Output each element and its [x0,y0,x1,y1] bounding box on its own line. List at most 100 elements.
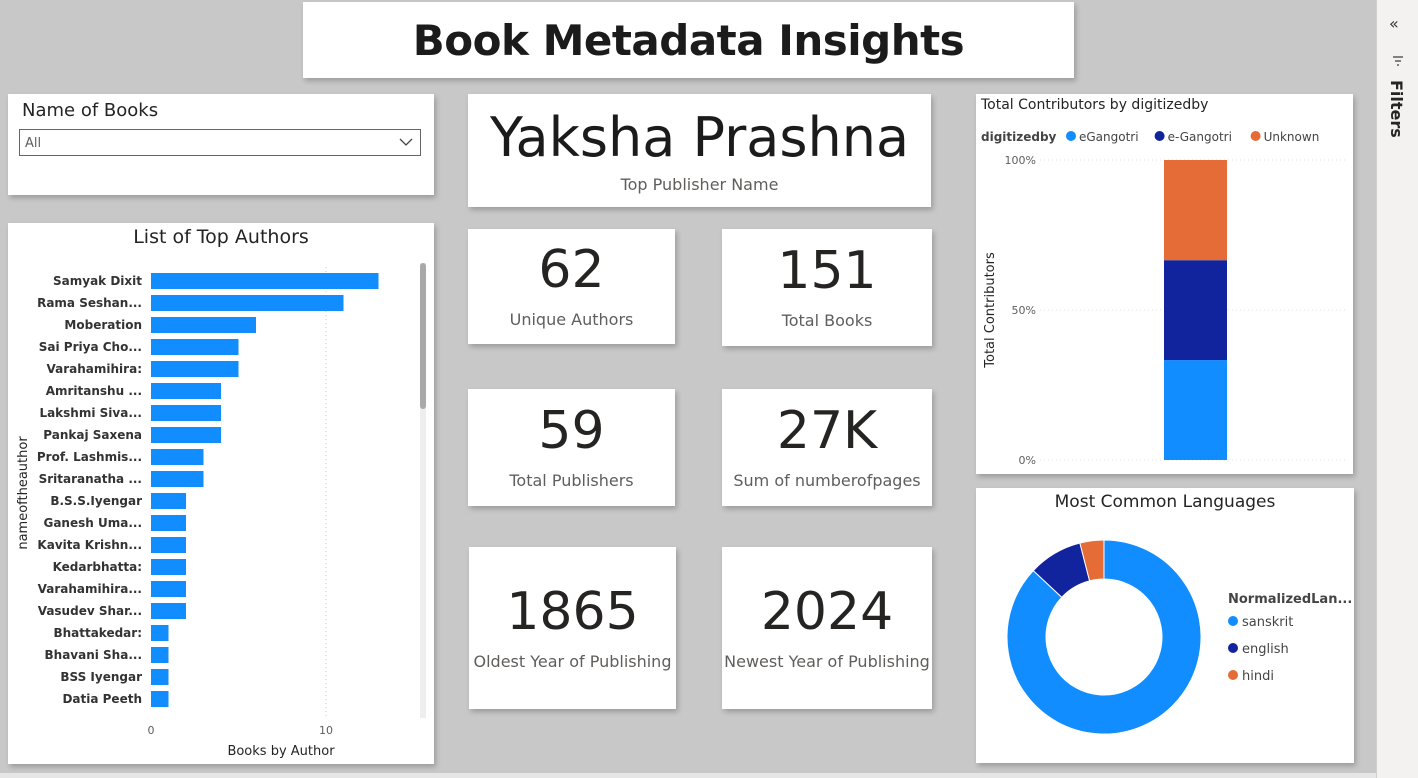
author-bar [151,361,239,377]
author-tick-label: Rama Seshan... [37,296,142,310]
legend-marker [1250,131,1261,141]
author-bar [151,317,256,333]
author-tick-label: Ganesh Uma... [43,516,142,530]
dashboard-title: Book Metadata Insights [412,15,965,65]
legend-marker [1228,616,1238,626]
legend-marker [1066,131,1076,141]
unique-authors-label: Unique Authors [509,310,634,329]
dropdown-value: All [25,136,42,151]
author-tick-label: Lakshmi Siva... [39,406,142,420]
author-bar [151,537,186,553]
newest-year-label: Newest Year of Publishing [724,651,930,671]
x-tick-label: 0 [148,724,155,737]
legend-label: e-Gangotri [1168,130,1232,144]
author-bar [151,383,221,399]
y-tick-label: 50% [1012,304,1036,317]
legend-title: NormalizedLan... [1228,592,1352,607]
top-authors-chart[interactable]: List of Top Authors Samyak Dixit Rama Ses… [8,223,434,764]
filter-icon [1393,56,1403,66]
books-slicer: Name of Books All [8,94,434,195]
filters-pane[interactable]: « Filters [1376,0,1418,778]
author-bar [151,493,186,509]
sum-pages-card: 27K Sum of numberofpages [722,389,932,506]
author-tick-label: Prof. Lashmis... [37,450,142,464]
author-bar [151,405,221,421]
contributors-stacked-bar: Total Contributors by digitizedby digitiz… [980,97,1346,467]
languages-chart[interactable]: Most Common Languages NormalizedLan... san… [976,488,1354,763]
total-publishers-card: 59 Total Publishers [468,389,675,506]
author-bar [151,581,186,597]
legend-marker [1228,670,1238,680]
contributors-chart-title: Total Contributors by digitizedby [980,97,1208,113]
oldest-year-value: 1865 [506,581,639,642]
unique-authors-value: 62 [538,240,605,300]
authors-scrollbar[interactable] [420,263,426,409]
sum-pages-value: 27K [776,401,878,461]
author-tick-label: Pankaj Saxena [43,428,142,442]
total-publishers-label: Total Publishers [509,471,634,490]
author-tick-label: Samyak Dixit [53,274,142,288]
books-dropdown[interactable]: All [19,129,421,156]
legend-marker [1228,643,1238,653]
author-tick-label: Amritanshu ... [46,384,142,398]
filters-pane-label: Filters [1387,80,1406,138]
total-books-card: 151 Total Books [722,229,932,346]
author-tick-label: Sritaranatha ... [39,472,142,486]
total-publishers-value: 59 [538,401,605,461]
author-bar [151,427,221,443]
top-publisher-label: Top Publisher Name [620,175,779,194]
y-axis-title: nameoftheauthor [16,436,31,550]
legend-marker [1154,131,1165,141]
donut-slice [1079,539,1105,582]
author-tick-label: Varahamihira... [38,582,142,596]
languages-chart-title: Most Common Languages [1055,492,1276,512]
x-tick-label: 10 [319,724,333,737]
sum-pages-label: Sum of numberofpages [733,471,921,490]
author-tick-label: Bhattakedar: [53,626,142,640]
authors-chart-title: List of Top Authors [133,226,309,248]
newest-year-card: 2024 Newest Year of Publishing [722,547,932,709]
author-bar [151,471,204,487]
author-bar [151,647,169,663]
unique-authors-card: 62 Unique Authors [468,229,675,344]
legend-label: Unknown [1264,130,1320,144]
top-publisher-value: Yaksha Prashna [489,106,910,169]
author-tick-label: Varahamihira: [47,362,142,376]
bottom-border [0,773,1376,778]
oldest-year-card: 1865 Oldest Year of Publishing [469,547,676,709]
author-bar [151,295,344,311]
stacked-bar-segment [1164,360,1227,460]
authors-scroll-track[interactable] [420,263,426,718]
top-publisher-card: Yaksha Prashna Top Publisher Name [468,94,931,207]
dashboard-title-card: Book Metadata Insights [303,2,1074,78]
newest-year-value: 2024 [760,581,894,642]
y-tick-label: 0% [1019,454,1036,467]
author-bar [151,669,169,685]
author-tick-label: Sai Priya Cho... [39,340,142,354]
author-bar [151,339,239,355]
author-bar [151,559,186,575]
stacked-bar-segment [1164,260,1227,361]
author-tick-label: Kavita Krishn... [37,538,142,552]
y-tick-label: 100% [1005,154,1036,167]
author-bar [151,603,186,619]
legend-label: sanskrit [1242,615,1293,630]
author-bar [151,273,379,289]
author-tick-label: Bhavani Sha... [45,648,143,662]
author-tick-label: B.S.S.Iyengar [50,494,142,508]
author-bar [151,691,169,707]
author-tick-label: Moberation [64,318,142,332]
author-tick-label: BSS Iyengar [60,670,142,684]
total-books-label: Total Books [781,311,873,330]
contributors-chart[interactable]: Total Contributors by digitizedby digitiz… [976,94,1353,474]
legend-label: eGangotri [1079,130,1139,144]
donut-slice [1006,539,1202,735]
languages-donut-chart: Most Common Languages NormalizedLan... san… [1006,492,1352,735]
legend-title: digitizedby [981,130,1057,144]
collapse-icon[interactable]: « [1389,14,1399,33]
legend-label: hindi [1242,669,1274,684]
author-tick-label: Kedarbhatta: [53,560,142,574]
chevron-down-icon [399,138,413,146]
author-bar [151,515,186,531]
author-tick-label: Vasudev Shar... [38,604,142,618]
